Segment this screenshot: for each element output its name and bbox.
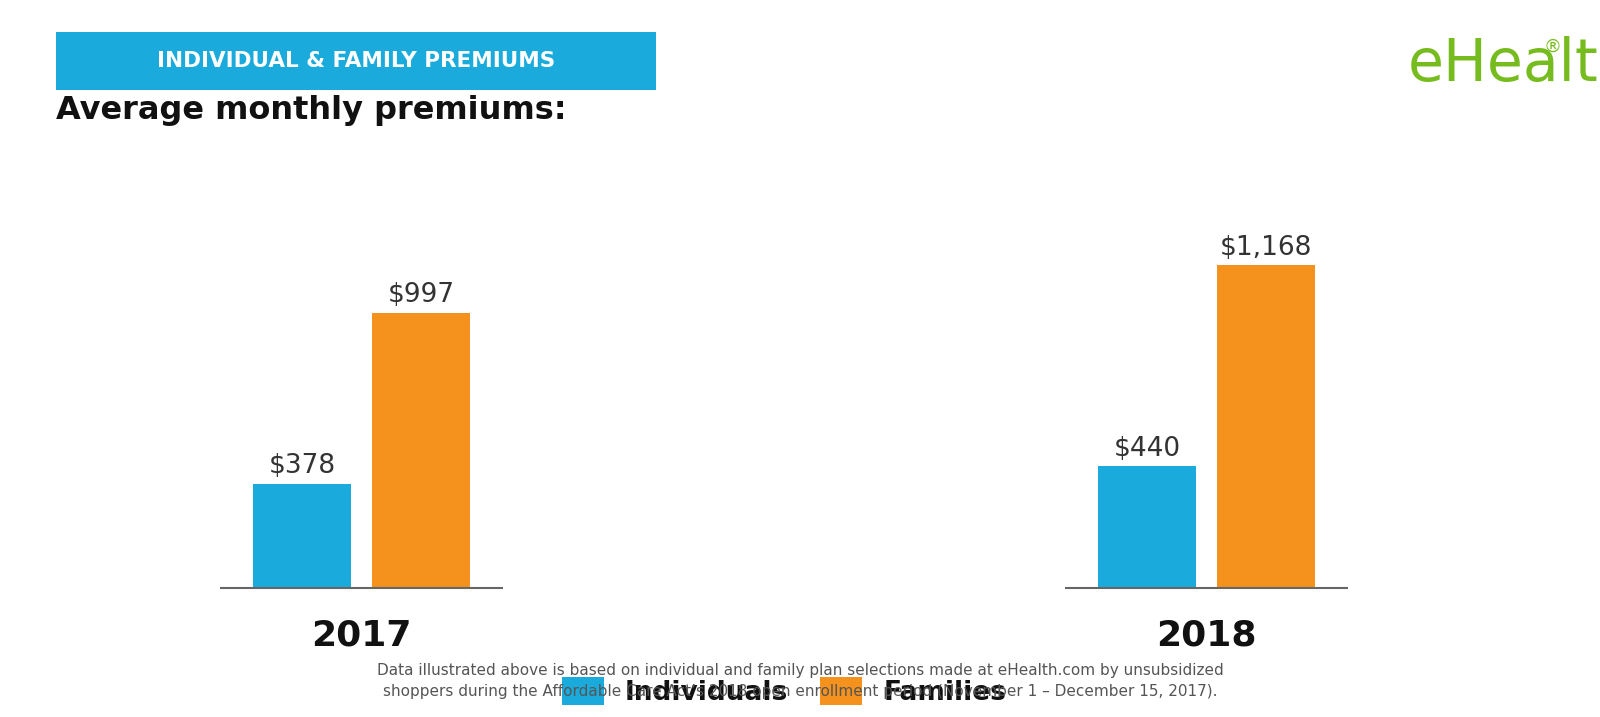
Bar [253,483,350,588]
Text: $440: $440 [1114,436,1181,462]
Text: Average monthly premiums:: Average monthly premiums: [56,95,566,125]
Text: shoppers during the Affordable Care Act’s 2018 open enrollment period (November : shoppers during the Affordable Care Act’… [382,684,1218,699]
Bar [1098,467,1195,588]
Legend: Individuals, Families: Individuals, Families [552,666,1016,716]
Text: INDIVIDUAL & FAMILY PREMIUMS: INDIVIDUAL & FAMILY PREMIUMS [157,51,555,71]
Bar [373,313,470,588]
Text: eHealth: eHealth [1408,36,1600,93]
Text: Data illustrated above is based on individual and family plan selections made at: Data illustrated above is based on indiv… [376,663,1224,678]
Bar [1218,265,1315,588]
Text: 2017: 2017 [312,618,411,652]
Text: $997: $997 [387,282,454,308]
Text: 2018: 2018 [1157,618,1256,652]
Text: $378: $378 [269,453,336,480]
Text: $1,168: $1,168 [1219,235,1312,261]
Text: ®: ® [1544,37,1562,56]
